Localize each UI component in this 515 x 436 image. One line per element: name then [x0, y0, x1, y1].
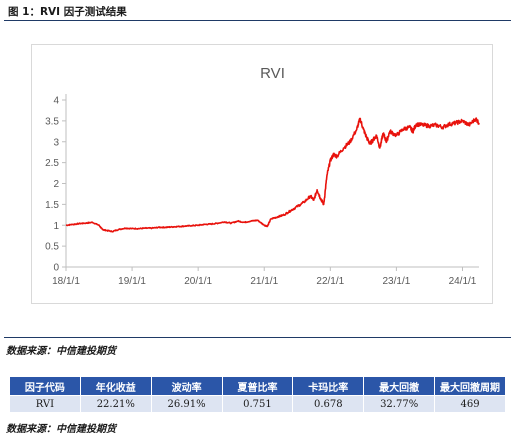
- y-tick-label: 0: [53, 263, 59, 274]
- x-tick-label: 21/1/1: [250, 276, 278, 287]
- chart-frame: RVI 0 0.5 1 1.5 2 2.5 3 3.5 4 18/1/1 19/1/1 20/1/1 21…: [31, 44, 493, 304]
- y-tick-label: 2.5: [45, 158, 59, 169]
- y-tick-label: 2: [53, 179, 59, 190]
- cell-max-drawdown-period: 469: [434, 395, 506, 413]
- x-tick-label: 24/1/1: [449, 276, 477, 287]
- cell-calmar-ratio: 0.678: [292, 395, 365, 413]
- header-factor-code: 因子代码: [9, 376, 81, 396]
- y-tick-label: 1.5: [45, 200, 59, 211]
- cell-sharpe-ratio: 0.751: [221, 395, 294, 413]
- cell-max-drawdown: 32.77%: [363, 395, 436, 413]
- header-sharpe-ratio: 夏普比率: [221, 376, 294, 396]
- header-annual-return: 年化收益: [79, 376, 152, 396]
- y-tick-label: 3: [53, 137, 59, 148]
- source-note-top: 数据来源：中信建投期货: [6, 346, 116, 357]
- source-note-bottom: 数据来源：中信建投期货: [6, 424, 116, 435]
- y-tick-label: 4: [53, 96, 59, 107]
- factor-stats-table: 因子代码 年化收益 波动率 夏普比率 卡玛比率 最大回撤 最大回撤周期 RVI …: [9, 376, 506, 413]
- table-header-row: 因子代码 年化收益 波动率 夏普比率 卡玛比率 最大回撤 最大回撤周期: [9, 376, 506, 396]
- x-tick-label: 18/1/1: [52, 276, 80, 287]
- rvi-line-chart: RVI 0 0.5 1 1.5 2 2.5 3 3.5 4 18/1/1 19/1/1 20/1/1 21…: [45, 65, 480, 287]
- chart-title: RVI: [260, 65, 285, 82]
- header-max-drawdown-period: 最大回撤周期: [434, 376, 506, 396]
- cell-annual-return: 22.21%: [79, 395, 152, 413]
- table-row: RVI 22.21% 26.91% 0.751 0.678 32.77% 469: [9, 395, 506, 413]
- figure-title: 图 1：RVI 因子测试结果: [8, 6, 127, 18]
- x-tick-label: 20/1/1: [184, 276, 212, 287]
- x-tick-label: 23/1/1: [382, 276, 410, 287]
- middle-divider: [4, 337, 511, 338]
- header-max-drawdown: 最大回撤: [363, 376, 436, 396]
- rvi-series-line: [65, 117, 480, 233]
- cell-volatility: 26.91%: [150, 395, 223, 413]
- y-tick-label: 3.5: [45, 116, 59, 127]
- cell-factor-code: RVI: [9, 395, 81, 413]
- x-tick-label: 19/1/1: [118, 276, 146, 287]
- header-calmar-ratio: 卡玛比率: [292, 376, 365, 396]
- top-divider: [4, 20, 511, 21]
- x-tick-label: 22/1/1: [316, 276, 344, 287]
- y-tick-label: 0.5: [45, 242, 59, 253]
- y-tick-label: 1: [53, 221, 59, 232]
- header-volatility: 波动率: [150, 376, 223, 396]
